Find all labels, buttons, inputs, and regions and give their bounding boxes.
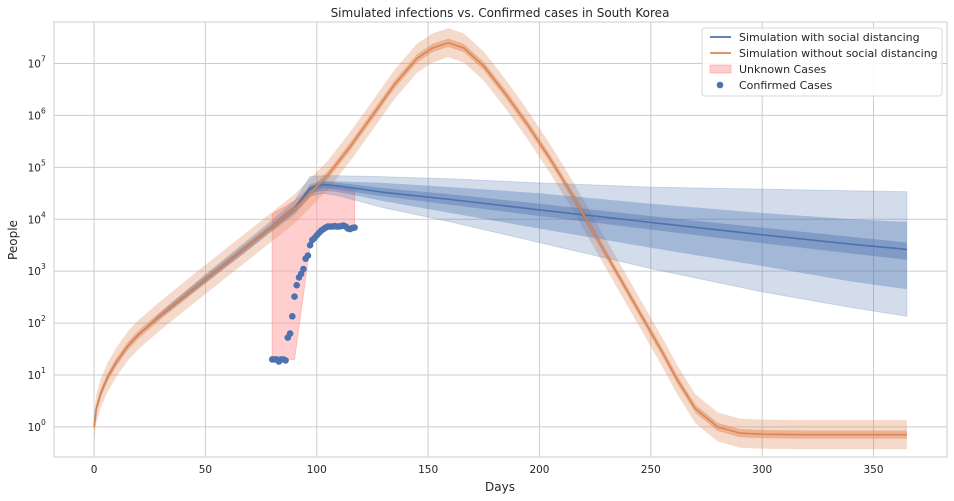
x-tick-label: 150 <box>418 464 438 476</box>
y-axis-label: People <box>6 220 20 260</box>
with-sd-outer-band <box>93 175 908 427</box>
legend-label: Simulation without social distancing <box>739 47 938 60</box>
x-tick-label: 50 <box>199 464 212 476</box>
confirmed-points <box>268 222 358 365</box>
legend-box <box>701 27 943 97</box>
x-tick-label: 250 <box>641 464 661 476</box>
legend-label: Unknown Cases <box>739 63 826 76</box>
y-tick-exponent: 7 <box>41 55 46 64</box>
legend-dot-swatch <box>716 81 724 89</box>
y-tick-exponent: 5 <box>41 158 46 167</box>
x-axis-label: Days <box>485 480 515 494</box>
confirmed-case-point <box>289 313 296 320</box>
confirmed-case-point <box>291 293 298 300</box>
confirmed-case-point <box>351 224 358 231</box>
y-tick-label: 10 <box>28 266 41 278</box>
y-tick-label: 10 <box>28 59 41 71</box>
legend: Simulation with social distancing Simulat… <box>701 27 943 97</box>
without-sd-line <box>93 41 907 436</box>
legend-label: Confirmed Cases <box>739 79 833 92</box>
y-tick-label: 10 <box>28 422 41 434</box>
x-tick-label: 0 <box>91 464 98 476</box>
y-tick-label: 10 <box>28 110 41 122</box>
y-tick-exponent: 6 <box>41 106 46 115</box>
x-tick-label: 350 <box>863 464 883 476</box>
confirmed-case-point <box>306 241 314 249</box>
x-tick-label: 300 <box>752 464 772 476</box>
confirmed-case-point <box>300 265 307 273</box>
lines <box>93 41 907 436</box>
chart-title: Simulated infections vs. Confirmed cases… <box>331 6 670 20</box>
x-tick-label: 100 <box>307 464 327 476</box>
y-tick-exponent: 1 <box>41 366 46 375</box>
y-tick-exponent: 2 <box>41 314 46 323</box>
y-tick-label: 10 <box>28 162 41 174</box>
y-tick-label: 10 <box>28 318 41 330</box>
y-tick-exponent: 4 <box>41 210 46 219</box>
x-tick-label: 200 <box>529 464 549 476</box>
plot-frame <box>53 21 948 458</box>
confirmed-case-point <box>304 252 312 259</box>
y-tick-label: 10 <box>28 214 41 226</box>
confirmed-case-point <box>282 357 289 364</box>
x-ticks: 0 50 100 150 200 250 300 350 <box>91 464 884 476</box>
y-tick-exponent: 0 <box>41 418 46 427</box>
confirmed-case-point <box>286 330 294 337</box>
legend-patch-swatch <box>709 64 732 74</box>
y-tick-exponent: 3 <box>41 262 46 271</box>
confirmed-case-point <box>293 281 301 289</box>
with-sd-mid-band <box>94 180 907 427</box>
y-tick-label: 10 <box>28 370 41 382</box>
legend-label: Simulation with social distancing <box>739 31 920 44</box>
